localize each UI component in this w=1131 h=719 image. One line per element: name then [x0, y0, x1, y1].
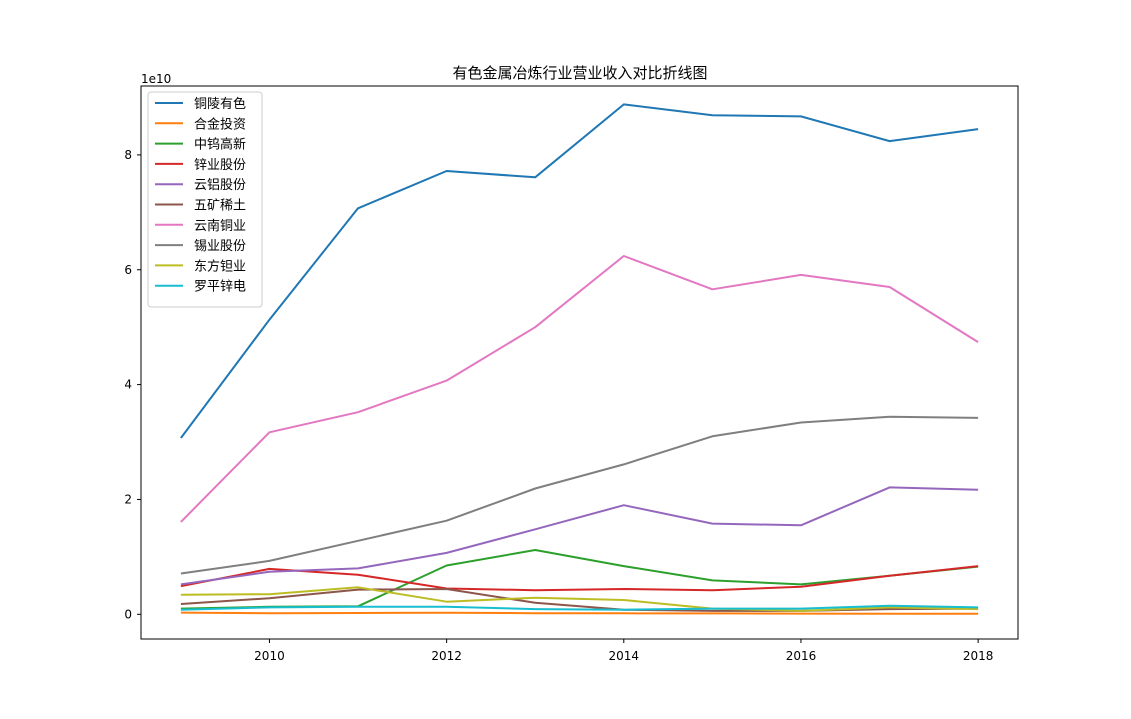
y-tick-label-3: 6 — [124, 263, 132, 277]
series-line-0 — [180, 103, 979, 439]
legend-label-3: 锌业股份 — [194, 158, 246, 173]
x-tick-label-2: 2014 — [609, 649, 640, 663]
legend-label-2: 中钨高新 — [194, 137, 246, 153]
legend-label-9: 罗平锌电 — [194, 280, 246, 295]
chart-title: 有色金属冶炼行业营业收入对比折线图 — [452, 64, 707, 82]
x-axis: 2010 2012 2014 2016 2018 — [254, 639, 993, 663]
legend-label-7: 锡业股份 — [194, 239, 246, 254]
y-tick-label-4: 8 — [124, 148, 132, 162]
x-tick-label-1: 2012 — [431, 649, 462, 663]
legend-label-1: 合金投资 — [194, 116, 246, 132]
legend-label-0: 铜陵有色 — [194, 96, 246, 112]
y-tick-label-2: 4 — [124, 378, 132, 392]
legend-label-4: 云铝股份 — [194, 178, 246, 193]
x-tick-label-0: 2010 — [254, 649, 285, 663]
series-line-9 — [180, 604, 979, 611]
legend-label-8: 东方钽业 — [194, 258, 246, 274]
series-line-8 — [180, 586, 979, 612]
y-tick-label-1: 2 — [124, 492, 132, 506]
x-tick-label-4: 2018 — [963, 649, 994, 663]
y-axis: 0 2 4 6 8 — [124, 148, 141, 621]
y-axis-offset-label: 1e10 — [141, 72, 171, 86]
series-line-7 — [180, 415, 979, 575]
series-line-1 — [180, 611, 979, 615]
legend-label-5: 五矿稀土 — [194, 199, 246, 214]
series-layer — [180, 103, 979, 615]
y-tick-label-0: 0 — [124, 607, 132, 621]
series-line-6 — [180, 255, 979, 523]
series-line-3 — [180, 565, 979, 592]
legend-box — [147, 91, 263, 308]
plot-frame — [140, 85, 1019, 640]
x-tick-label-3: 2016 — [786, 649, 817, 663]
series-line-4 — [180, 486, 979, 586]
legend-label-6: 云南铜业 — [194, 218, 246, 234]
